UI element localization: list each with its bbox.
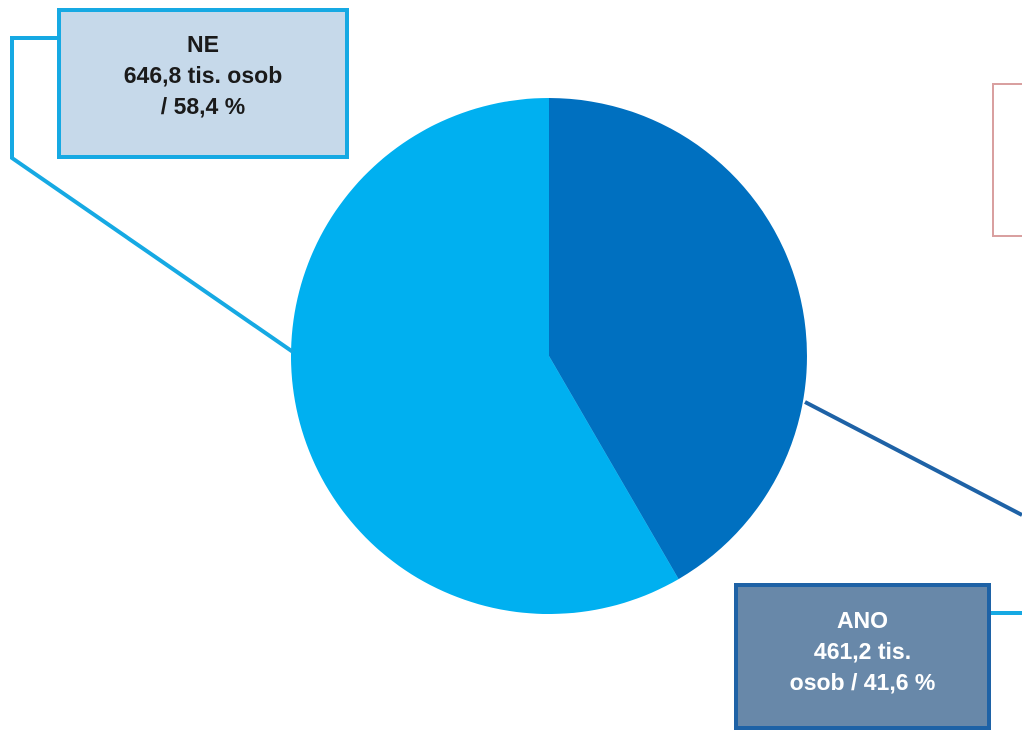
data-label-ano-percent: osob / 41,6 %	[789, 669, 936, 695]
leader-line-ne	[10, 36, 295, 354]
data-label-ano-category: ANO	[836, 607, 889, 633]
leader-line-ano	[804, 400, 1022, 517]
empty-text-box	[992, 83, 1022, 237]
pie-slice-ne	[290, 97, 679, 614]
data-label-ne-category: NE	[187, 31, 219, 57]
pie-slices	[290, 97, 807, 614]
data-label-ano: ANO 461,2 tis. osob / 41,6 %	[734, 583, 991, 730]
pie-slice-ano	[549, 98, 807, 580]
data-label-ne: NE 646,8 tis. osob / 58,4 %	[57, 8, 349, 159]
data-label-ne-value: 646,8 tis. osob	[123, 62, 283, 88]
data-label-ne-percent: / 58,4 %	[160, 93, 246, 119]
data-label-ano-value: 461,2 tis.	[813, 638, 912, 664]
